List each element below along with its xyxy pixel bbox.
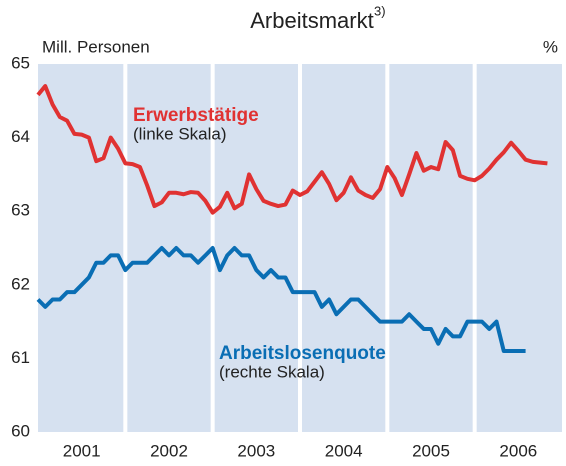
series-line — [36, 84, 548, 215]
y-tick-label: 63 — [11, 201, 30, 220]
chart-title: Arbeitsmarkt — [250, 8, 373, 33]
y-tick-label: 61 — [11, 348, 30, 367]
x-tick-label: 2001 — [63, 441, 101, 460]
y-tick-label: 62 — [11, 274, 30, 293]
y2-axis-label: % — [543, 37, 558, 56]
x-tick-label: 2004 — [325, 441, 363, 460]
y-axis-label: Mill. Personen — [42, 37, 150, 56]
x-tick-label: 2003 — [237, 441, 275, 460]
y-tick-label: 60 — [11, 421, 30, 440]
x-tick-label: 2005 — [412, 441, 450, 460]
series-label: Arbeitslosenquote — [219, 343, 386, 364]
series-line — [36, 246, 526, 354]
x-tick-label: 2002 — [150, 441, 188, 460]
annotation: (rechte Skala) — [219, 362, 325, 381]
x-tick-label: 2006 — [499, 441, 537, 460]
y-tick-label: 65 — [11, 53, 30, 72]
annotation: (linke Skala) — [133, 124, 227, 143]
y-tick-label: 64 — [11, 127, 30, 146]
title-note: 3) — [374, 3, 386, 18]
series-label: Erwerbstätige — [133, 105, 259, 126]
